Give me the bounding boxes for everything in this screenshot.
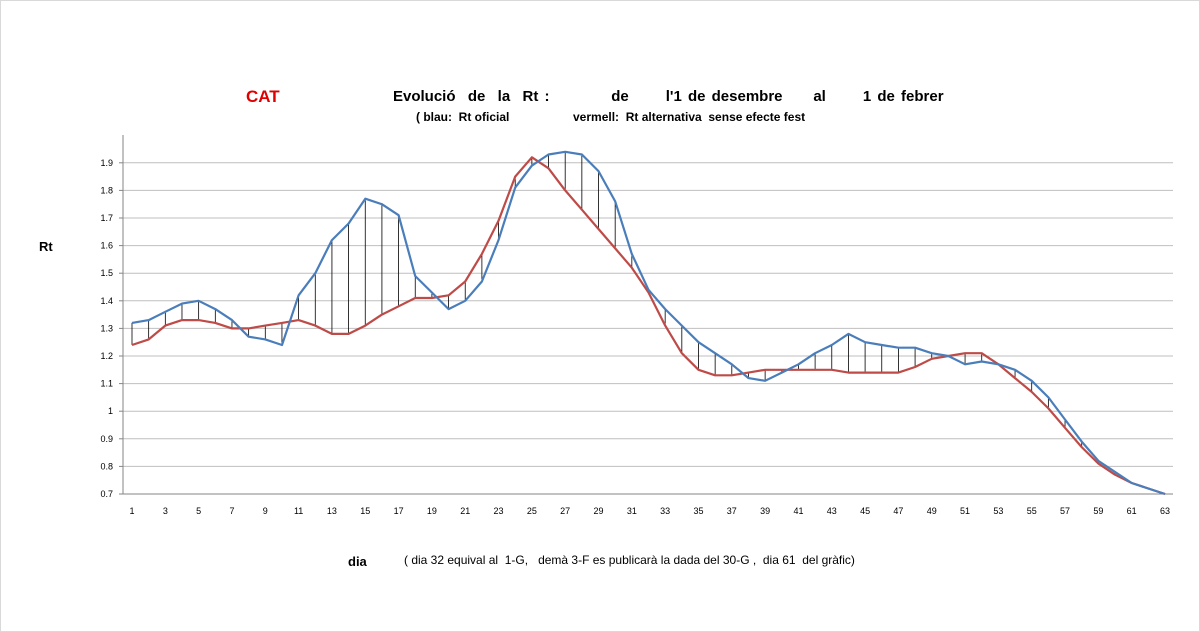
x-tick-label: 11 — [294, 506, 303, 516]
region-label: CAT — [246, 87, 280, 106]
series-line-official — [131, 150, 1166, 496]
x-tick-label: 13 — [327, 506, 337, 516]
x-tick-label: 3 — [163, 506, 168, 516]
chart-title: Evolució de la Rt : de l'1 de desembre a… — [393, 88, 944, 105]
x-tick-label: 35 — [693, 506, 703, 516]
y-tick-label: 0.9 — [100, 434, 113, 444]
y-tick-label: 1.2 — [100, 351, 113, 361]
x-tick-label: 25 — [527, 506, 537, 516]
y-tick-label: 1.8 — [100, 185, 113, 195]
series-line-alternative — [131, 156, 1166, 496]
x-tick-label: 7 — [229, 506, 234, 516]
x-tick-label: 33 — [660, 506, 670, 516]
x-tick-label: 5 — [196, 506, 201, 516]
y-tick-label: 0.8 — [100, 461, 113, 471]
y-tick-label: 1 — [108, 406, 113, 416]
x-tick-label: 39 — [760, 506, 770, 516]
x-tick-label: 29 — [594, 506, 604, 516]
x-tick-label: 27 — [560, 506, 570, 516]
x-tick-label: 37 — [727, 506, 737, 516]
y-tick-label: 1.1 — [100, 379, 113, 389]
x-tick-label: 53 — [993, 506, 1003, 516]
x-tick-label: 41 — [793, 506, 803, 516]
y-tick-label: 1.3 — [100, 323, 113, 333]
x-tick-label: 45 — [860, 506, 870, 516]
x-tick-label: 1 — [129, 506, 134, 516]
legend-official-text: ( blau: Rt oficial — [416, 110, 510, 124]
x-tick-label: 9 — [263, 506, 268, 516]
y-tick-label: 1.4 — [100, 296, 113, 306]
x-axis-label: dia — [348, 554, 367, 569]
y-tick-label: 1.6 — [100, 241, 113, 251]
x-tick-label: 17 — [394, 506, 404, 516]
x-tick-label: 49 — [927, 506, 937, 516]
x-tick-label: 23 — [494, 506, 504, 516]
x-tick-label: 63 — [1160, 506, 1170, 516]
x-tick-label: 55 — [1027, 506, 1037, 516]
x-tick-label: 19 — [427, 506, 437, 516]
x-tick-label: 31 — [627, 506, 637, 516]
y-tick-label: 0.7 — [100, 489, 113, 499]
x-tick-label: 15 — [360, 506, 370, 516]
x-tick-label: 59 — [1093, 506, 1103, 516]
x-tick-label: 57 — [1060, 506, 1070, 516]
x-tick-label: 21 — [460, 506, 470, 516]
x-tick-label: 61 — [1127, 506, 1137, 516]
x-tick-label: 51 — [960, 506, 970, 516]
x-axis-note: ( dia 32 equival al 1-G, demà 3-F es pub… — [404, 553, 855, 567]
x-tick-label: 43 — [827, 506, 837, 516]
legend-alternative-text: vermell: Rt alternativa sense efecte fes… — [573, 110, 806, 124]
y-tick-label: 1.7 — [100, 213, 113, 223]
x-tick-label: 47 — [893, 506, 903, 516]
y-tick-label: 1.5 — [100, 268, 113, 278]
y-axis-label: Rt — [39, 239, 53, 254]
y-tick-label: 1.9 — [100, 158, 113, 168]
